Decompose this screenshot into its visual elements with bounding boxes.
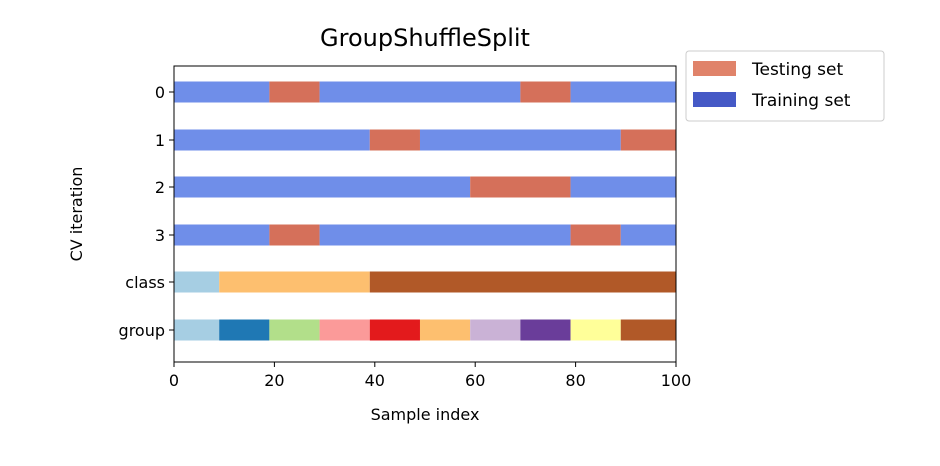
x-tick-label-40: 40	[365, 371, 385, 390]
bar-segment-cv-0-4	[570, 81, 676, 103]
y-tick-label-class: class	[125, 273, 165, 292]
bar-segment-cv-0-2	[319, 81, 521, 103]
x-tick-label-0: 0	[169, 371, 179, 390]
bar-segment-cv-1-2	[419, 129, 621, 151]
bar-segment-cv-3-4	[620, 224, 676, 246]
bar-segment-group-group-3	[319, 319, 370, 341]
bar-segment-group-group-1	[219, 319, 270, 341]
bar-segment-class-class-2	[369, 271, 676, 293]
bar-segment-cv-0-1	[269, 81, 320, 103]
legend-swatch-testing	[693, 61, 736, 76]
bar-segment-cv-0-0	[174, 81, 270, 103]
x-tick-label-100: 100	[661, 371, 692, 390]
legend-label-testing: Testing set	[751, 60, 843, 80]
bar-segment-cv-1-3	[620, 129, 676, 151]
bar-segment-cv-1-1	[369, 129, 420, 151]
legend: Testing set Training set	[685, 50, 885, 122]
bar-segment-cv-1-0	[174, 129, 370, 151]
bar-segment-cv-2-0	[174, 176, 471, 198]
bar-segment-group-group-7	[520, 319, 571, 341]
legend-swatch-training	[693, 92, 736, 107]
bar-segment-class-class-1	[219, 271, 370, 293]
y-tick-label-1: 1	[155, 131, 165, 150]
bar-segment-group-group-6	[470, 319, 521, 341]
bar-segment-cv-2-2	[570, 176, 676, 198]
bar-segment-cv-3-1	[269, 224, 320, 246]
bar-segment-group-group-0	[174, 319, 220, 341]
bar-segment-cv-0-3	[520, 81, 571, 103]
y-tick-label-group: group	[119, 321, 165, 340]
x-tick-label-80: 80	[565, 371, 585, 390]
x-tick-label-20: 20	[264, 371, 284, 390]
bar-segment-cv-3-2	[319, 224, 571, 246]
x-tick-label-60: 60	[465, 371, 485, 390]
chart-title: GroupShuffleSplit	[320, 24, 530, 52]
plot-frame	[173, 65, 677, 363]
bar-segment-group-group-2	[269, 319, 320, 341]
bar-segment-cv-3-3	[570, 224, 621, 246]
bar-segment-group-group-5	[419, 319, 471, 341]
y-axis: 0 1 2 3 class group	[119, 83, 174, 340]
plot-area	[174, 81, 676, 341]
x-axis: 0 20 40 60 80 100	[169, 362, 691, 390]
bar-segment-group-group-4	[369, 319, 420, 341]
x-axis-label: Sample index	[371, 405, 480, 424]
y-tick-label-0: 0	[155, 83, 165, 102]
y-tick-label-3: 3	[155, 226, 165, 245]
y-tick-label-2: 2	[155, 178, 165, 197]
y-axis-label: CV iteration	[67, 167, 86, 262]
bar-segment-cv-2-1	[470, 176, 571, 198]
bar-segment-cv-3-0	[174, 224, 270, 246]
bar-segment-class-class-0	[174, 271, 220, 293]
legend-label-training: Training set	[751, 91, 851, 111]
bar-segment-group-group-9	[620, 319, 676, 341]
bar-segment-group-group-8	[570, 319, 621, 341]
